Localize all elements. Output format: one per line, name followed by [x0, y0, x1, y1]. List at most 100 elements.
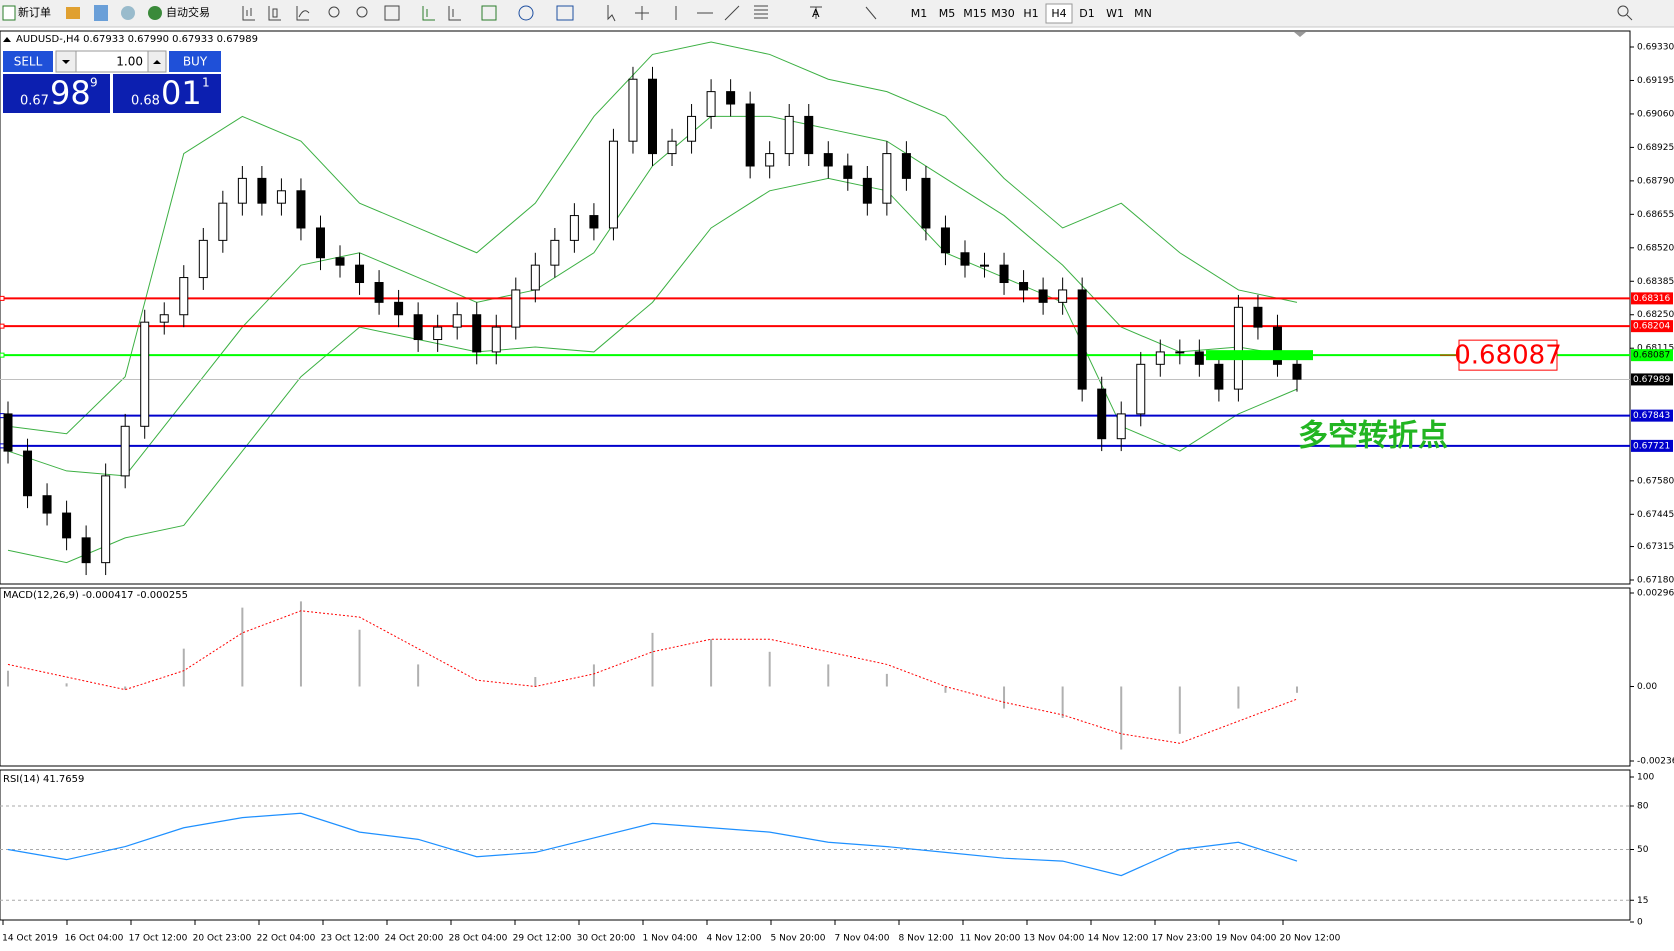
timeframe[interactable]: H1 — [1023, 7, 1038, 20]
timeframe[interactable]: M15 — [963, 7, 987, 20]
tool-icon[interactable] — [518, 5, 534, 21]
fibo-tool[interactable] — [754, 5, 768, 19]
tool-icon[interactable] — [481, 5, 497, 21]
lot-value[interactable]: 1.00 — [116, 55, 143, 69]
candle-body — [296, 190, 306, 229]
tool-icon[interactable] — [356, 6, 368, 18]
timeframe[interactable]: MN — [1134, 7, 1152, 20]
search[interactable] — [1626, 14, 1633, 21]
tool-icon[interactable] — [328, 6, 340, 18]
current-price-label: 0.67989 — [1633, 375, 1670, 385]
sell-label[interactable]: SELL — [14, 55, 43, 69]
level-tag — [1631, 292, 1673, 305]
y-tick-label: 0.68385 — [1637, 277, 1674, 287]
candle-body — [960, 252, 970, 266]
candle-body — [999, 264, 1009, 284]
level-label: 0.68087 — [1633, 351, 1670, 361]
timeframe[interactable]: D1 — [1079, 7, 1094, 20]
y-tick-label: 0.68115 — [1637, 344, 1674, 354]
candle-body — [628, 78, 638, 142]
arrow-tool[interactable] — [865, 6, 877, 20]
x-tick-label: 20 Nov 12:00 — [1280, 934, 1341, 944]
y-tick-label: 0.67580 — [1637, 476, 1674, 486]
level-tag — [1631, 409, 1673, 422]
candle-body — [179, 277, 189, 316]
tool-icon[interactable] — [242, 6, 255, 21]
note: 多空转折点 — [1298, 419, 1448, 454]
candle-body — [1097, 388, 1107, 440]
cursor-tool[interactable] — [607, 5, 616, 22]
candle-body — [706, 91, 716, 117]
pivot-zone — [1206, 350, 1313, 361]
candle-body — [1214, 363, 1224, 390]
sell-price-sup: 9 — [90, 76, 98, 90]
timeframe[interactable]: M1 — [911, 7, 928, 20]
candle-body — [315, 227, 325, 259]
price-panel — [0, 30, 1631, 585]
level-marker — [0, 323, 5, 329]
tool-icon[interactable] — [296, 6, 310, 21]
x-tick-label: 16 Oct 04:00 — [65, 934, 124, 944]
tool-icon[interactable] — [121, 6, 135, 20]
crosshair-tool[interactable] — [635, 6, 649, 20]
x-tick-label: 19 Nov 04:00 — [1216, 934, 1277, 944]
timeframe[interactable]: M30 — [991, 7, 1015, 20]
candle-body — [589, 215, 599, 229]
tool-icon[interactable] — [94, 5, 108, 21]
candle-body — [452, 314, 462, 328]
timeframe[interactable]: W1 — [1106, 7, 1124, 20]
candle-body — [569, 215, 579, 241]
candle-body — [843, 165, 853, 179]
buy-price-box[interactable] — [113, 74, 221, 113]
sell-price-box[interactable] — [3, 74, 110, 113]
buy-label[interactable]: BUY — [183, 55, 208, 69]
candle-body — [1077, 289, 1087, 390]
sell-button[interactable] — [3, 51, 53, 72]
candle-body — [1272, 326, 1282, 365]
search[interactable] — [1617, 5, 1629, 17]
candle-body — [940, 227, 950, 254]
annotation: 0.68087 — [1454, 341, 1562, 371]
candle-body — [1155, 351, 1165, 365]
new-order[interactable]: 新订单 — [18, 5, 51, 19]
current-price-tag — [1631, 373, 1673, 386]
x-tick-label: 30 Oct 20:00 — [577, 934, 636, 944]
trend-tool[interactable] — [724, 5, 740, 21]
candle-body — [687, 115, 697, 142]
tool-icon[interactable] — [268, 6, 281, 21]
tool-icon[interactable] — [422, 6, 435, 21]
auto-trade-icon[interactable] — [148, 6, 162, 20]
timeframe[interactable]: M5 — [939, 7, 956, 20]
candle-body — [862, 177, 872, 204]
candle-body — [1116, 413, 1126, 440]
tool-icon[interactable] — [384, 5, 400, 21]
tool-icon[interactable] — [556, 5, 574, 21]
y-tick-label: 0 — [1637, 918, 1643, 928]
candle-body — [608, 140, 618, 229]
x-tick-label: 20 Oct 23:00 — [193, 934, 252, 944]
candle-body — [491, 326, 501, 353]
candle-body — [120, 425, 130, 477]
candle-body — [648, 78, 657, 155]
tool-icon[interactable] — [448, 6, 461, 21]
y-tick-label: 15 — [1637, 896, 1648, 906]
x-tick-label: 22 Oct 04:00 — [257, 934, 316, 944]
level-tag — [1631, 439, 1673, 452]
text-tool[interactable] — [810, 6, 822, 19]
new-order-icon[interactable] — [2, 5, 16, 21]
auto-trade[interactable]: 自动交易 — [166, 5, 210, 19]
y-tick-label: 0.00 — [1637, 682, 1657, 692]
level-label: 0.67843 — [1633, 411, 1670, 421]
tool-icon[interactable] — [66, 7, 80, 19]
candle-body — [374, 282, 384, 303]
trade-panel: SELL 1.00 BUY 0.67 98 9 0.68 01 1 — [2, 50, 222, 114]
tool-icon[interactable]: A — [812, 7, 820, 20]
tool-icons — [242, 5, 1633, 22]
x-tick-label: 5 Nov 20:00 — [771, 934, 826, 944]
sell-price-prefix: 0.67 — [20, 94, 49, 109]
candle-body — [257, 177, 267, 204]
timeframe[interactable]: H4 — [1051, 7, 1066, 20]
buy-button[interactable] — [169, 51, 221, 72]
candle-body — [1292, 363, 1302, 380]
